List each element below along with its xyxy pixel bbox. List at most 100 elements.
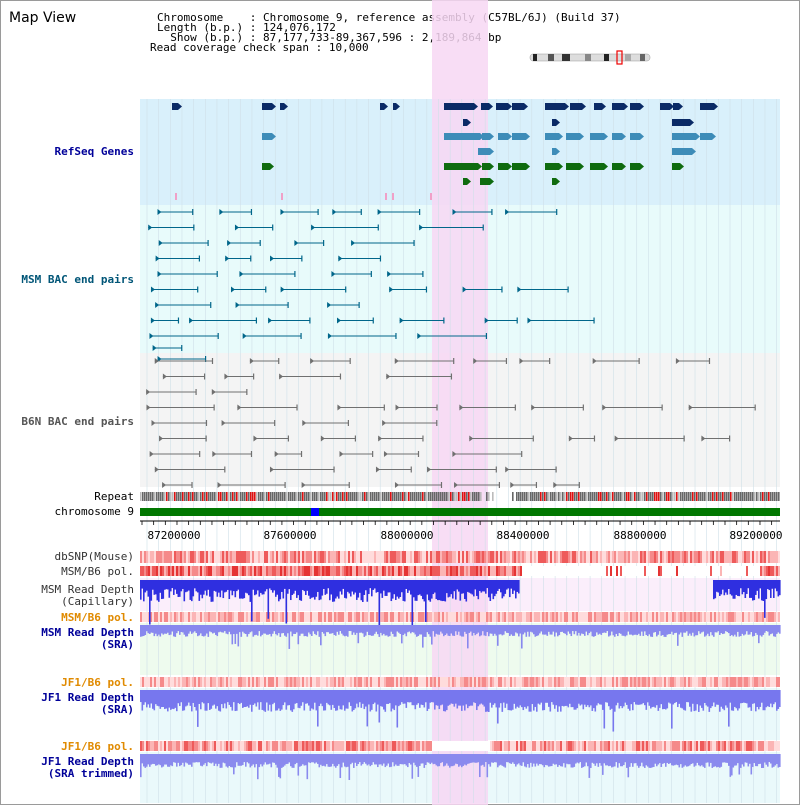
msm-b6-pol-strip-2: [360, 612, 362, 622]
msm-sra-depth: [140, 625, 142, 637]
label-refseq-genes[interactable]: RefSeq Genes: [54, 145, 134, 158]
dbsnp-strip: [646, 551, 648, 563]
dbsnp-strip: [462, 551, 464, 563]
msm-sra-depth: [162, 625, 165, 635]
msm-capillary-depth: [480, 580, 483, 593]
jf1-b6-pol-strip-2: [750, 741, 752, 751]
gene-arrow: [565, 103, 569, 110]
jf1-trim-depth: [594, 754, 597, 766]
jf1-trim-depth: [354, 754, 357, 763]
msm-capillary-depth: [473, 580, 475, 597]
msm-sra-depth: [704, 625, 706, 637]
jf1-sra-depth: [204, 690, 207, 711]
jf1-sra-depth: [185, 690, 187, 707]
repeat-element: [710, 492, 712, 501]
msm-b6-pol-strip: [678, 566, 680, 576]
msm-sra-depth: [224, 625, 226, 632]
dbsnp-strip: [632, 551, 634, 563]
jf1-b6-pol-strip: [610, 677, 612, 687]
msm-b6-pol-strip-2: [140, 612, 142, 622]
msm-b6-pol-strip: [204, 566, 206, 576]
msm-b6-pol-strip: [500, 566, 502, 576]
msm-capillary-depth: [771, 580, 774, 589]
repeat-element: [732, 492, 734, 501]
repeat-element: [462, 492, 464, 501]
dbsnp-strip: [178, 551, 180, 563]
msm-sra-depth: [441, 625, 444, 634]
msm-sra-depth: [588, 625, 591, 634]
msm-b6-pol-strip: [570, 566, 572, 576]
msm-sra-depth: [456, 625, 459, 635]
msm-capillary-depth: [141, 580, 144, 589]
msm-capillary-depth: [372, 580, 375, 590]
dbsnp-strip: [660, 551, 662, 563]
jf1-sra-depth: [597, 690, 600, 704]
msm-b6-pol-strip: [374, 566, 376, 576]
dbsnp-strip: [390, 551, 392, 563]
jf1-trim-depth: [699, 754, 702, 767]
jf1-b6-pol-strip: [146, 677, 148, 687]
jf1-trim-depth: [419, 754, 421, 766]
msm-capillary-depth: [456, 580, 459, 590]
jf1-trim-depth: [566, 754, 568, 764]
msm-b6-pol-strip-2: [504, 612, 506, 622]
jf1-trim-depth: [717, 754, 720, 767]
msm-b6-pol-strip: [186, 566, 188, 576]
jf1-sra-depth: [582, 690, 585, 710]
jf1-trim-depth: [245, 754, 247, 767]
jf1-b6-pol-strip-2: [576, 741, 578, 751]
msm-capillary-depth: [183, 580, 186, 602]
repeat-element: [656, 492, 658, 501]
msm-sra-depth: [498, 625, 501, 635]
jf1-b6-pol-strip: [490, 677, 492, 687]
msm-sra-depth: [491, 625, 493, 634]
jf1-b6-pol-strip-2: [554, 741, 556, 751]
jf1-b6-pol-strip: [746, 677, 748, 687]
msm-bac-pair-end: [452, 209, 457, 215]
jf1-b6-pol-strip: [444, 677, 446, 687]
msm-sra-depth: [717, 625, 720, 632]
label-b6n-bac[interactable]: B6N BAC end pairs: [21, 415, 134, 428]
jf1-b6-pol-strip-2: [268, 741, 270, 751]
jf1-sra-depth: [710, 690, 712, 709]
msm-b6-pol-strip-2: [570, 612, 572, 622]
msm-b6-pol-strip: [332, 566, 334, 576]
msm-capillary-depth: [474, 580, 477, 590]
label-jf1-depth-2: (SRA): [100, 703, 134, 716]
jf1-sra-depth: [728, 690, 730, 727]
msm-sra-depth: [599, 625, 601, 634]
msm-sra-depth: [735, 625, 738, 637]
jf1-trim-depth: [600, 754, 603, 766]
jf1-sra-depth: [225, 690, 228, 709]
jf1-trim-depth: [774, 754, 777, 766]
repeat-element: [342, 492, 344, 501]
jf1-b6-pol-strip-2: [666, 741, 668, 751]
msm-b6-pol-strip-2: [492, 612, 494, 622]
label-msm-bac[interactable]: MSM BAC end pairs: [21, 273, 134, 286]
dbsnp-strip: [718, 551, 720, 563]
jf1-sra-depth: [569, 690, 571, 704]
jf1-b6-pol-strip: [540, 677, 542, 687]
jf1-b6-pol-strip: [550, 677, 552, 687]
jf1-trim-depth: [369, 754, 372, 767]
msm-bac-pair-end: [377, 209, 382, 215]
dbsnp-strip: [252, 551, 254, 563]
jf1-trim-depth: [671, 754, 673, 766]
jf1-trim-depth: [188, 754, 190, 765]
jf1-b6-pol-strip: [454, 677, 456, 687]
jf1-b6-pol-strip-2: [764, 741, 766, 751]
jf1-b6-pol-strip: [582, 677, 584, 687]
jf1-trim-depth: [572, 754, 574, 768]
msm-b6-pol-strip: [168, 566, 170, 576]
jf1-sra-depth: [699, 690, 702, 706]
jf1-sra-depth: [341, 690, 343, 710]
msm-b6-pol-strip: [614, 566, 616, 576]
jf1-trim-depth: [755, 754, 757, 767]
msm-b6-pol-strip: [440, 566, 442, 576]
msm-sra-depth: [393, 625, 396, 637]
msm-capillary-depth: [747, 580, 750, 589]
repeat-element: [384, 492, 386, 501]
msm-sra-depth: [443, 625, 445, 637]
jf1-b6-pol-strip-2: [400, 741, 402, 751]
